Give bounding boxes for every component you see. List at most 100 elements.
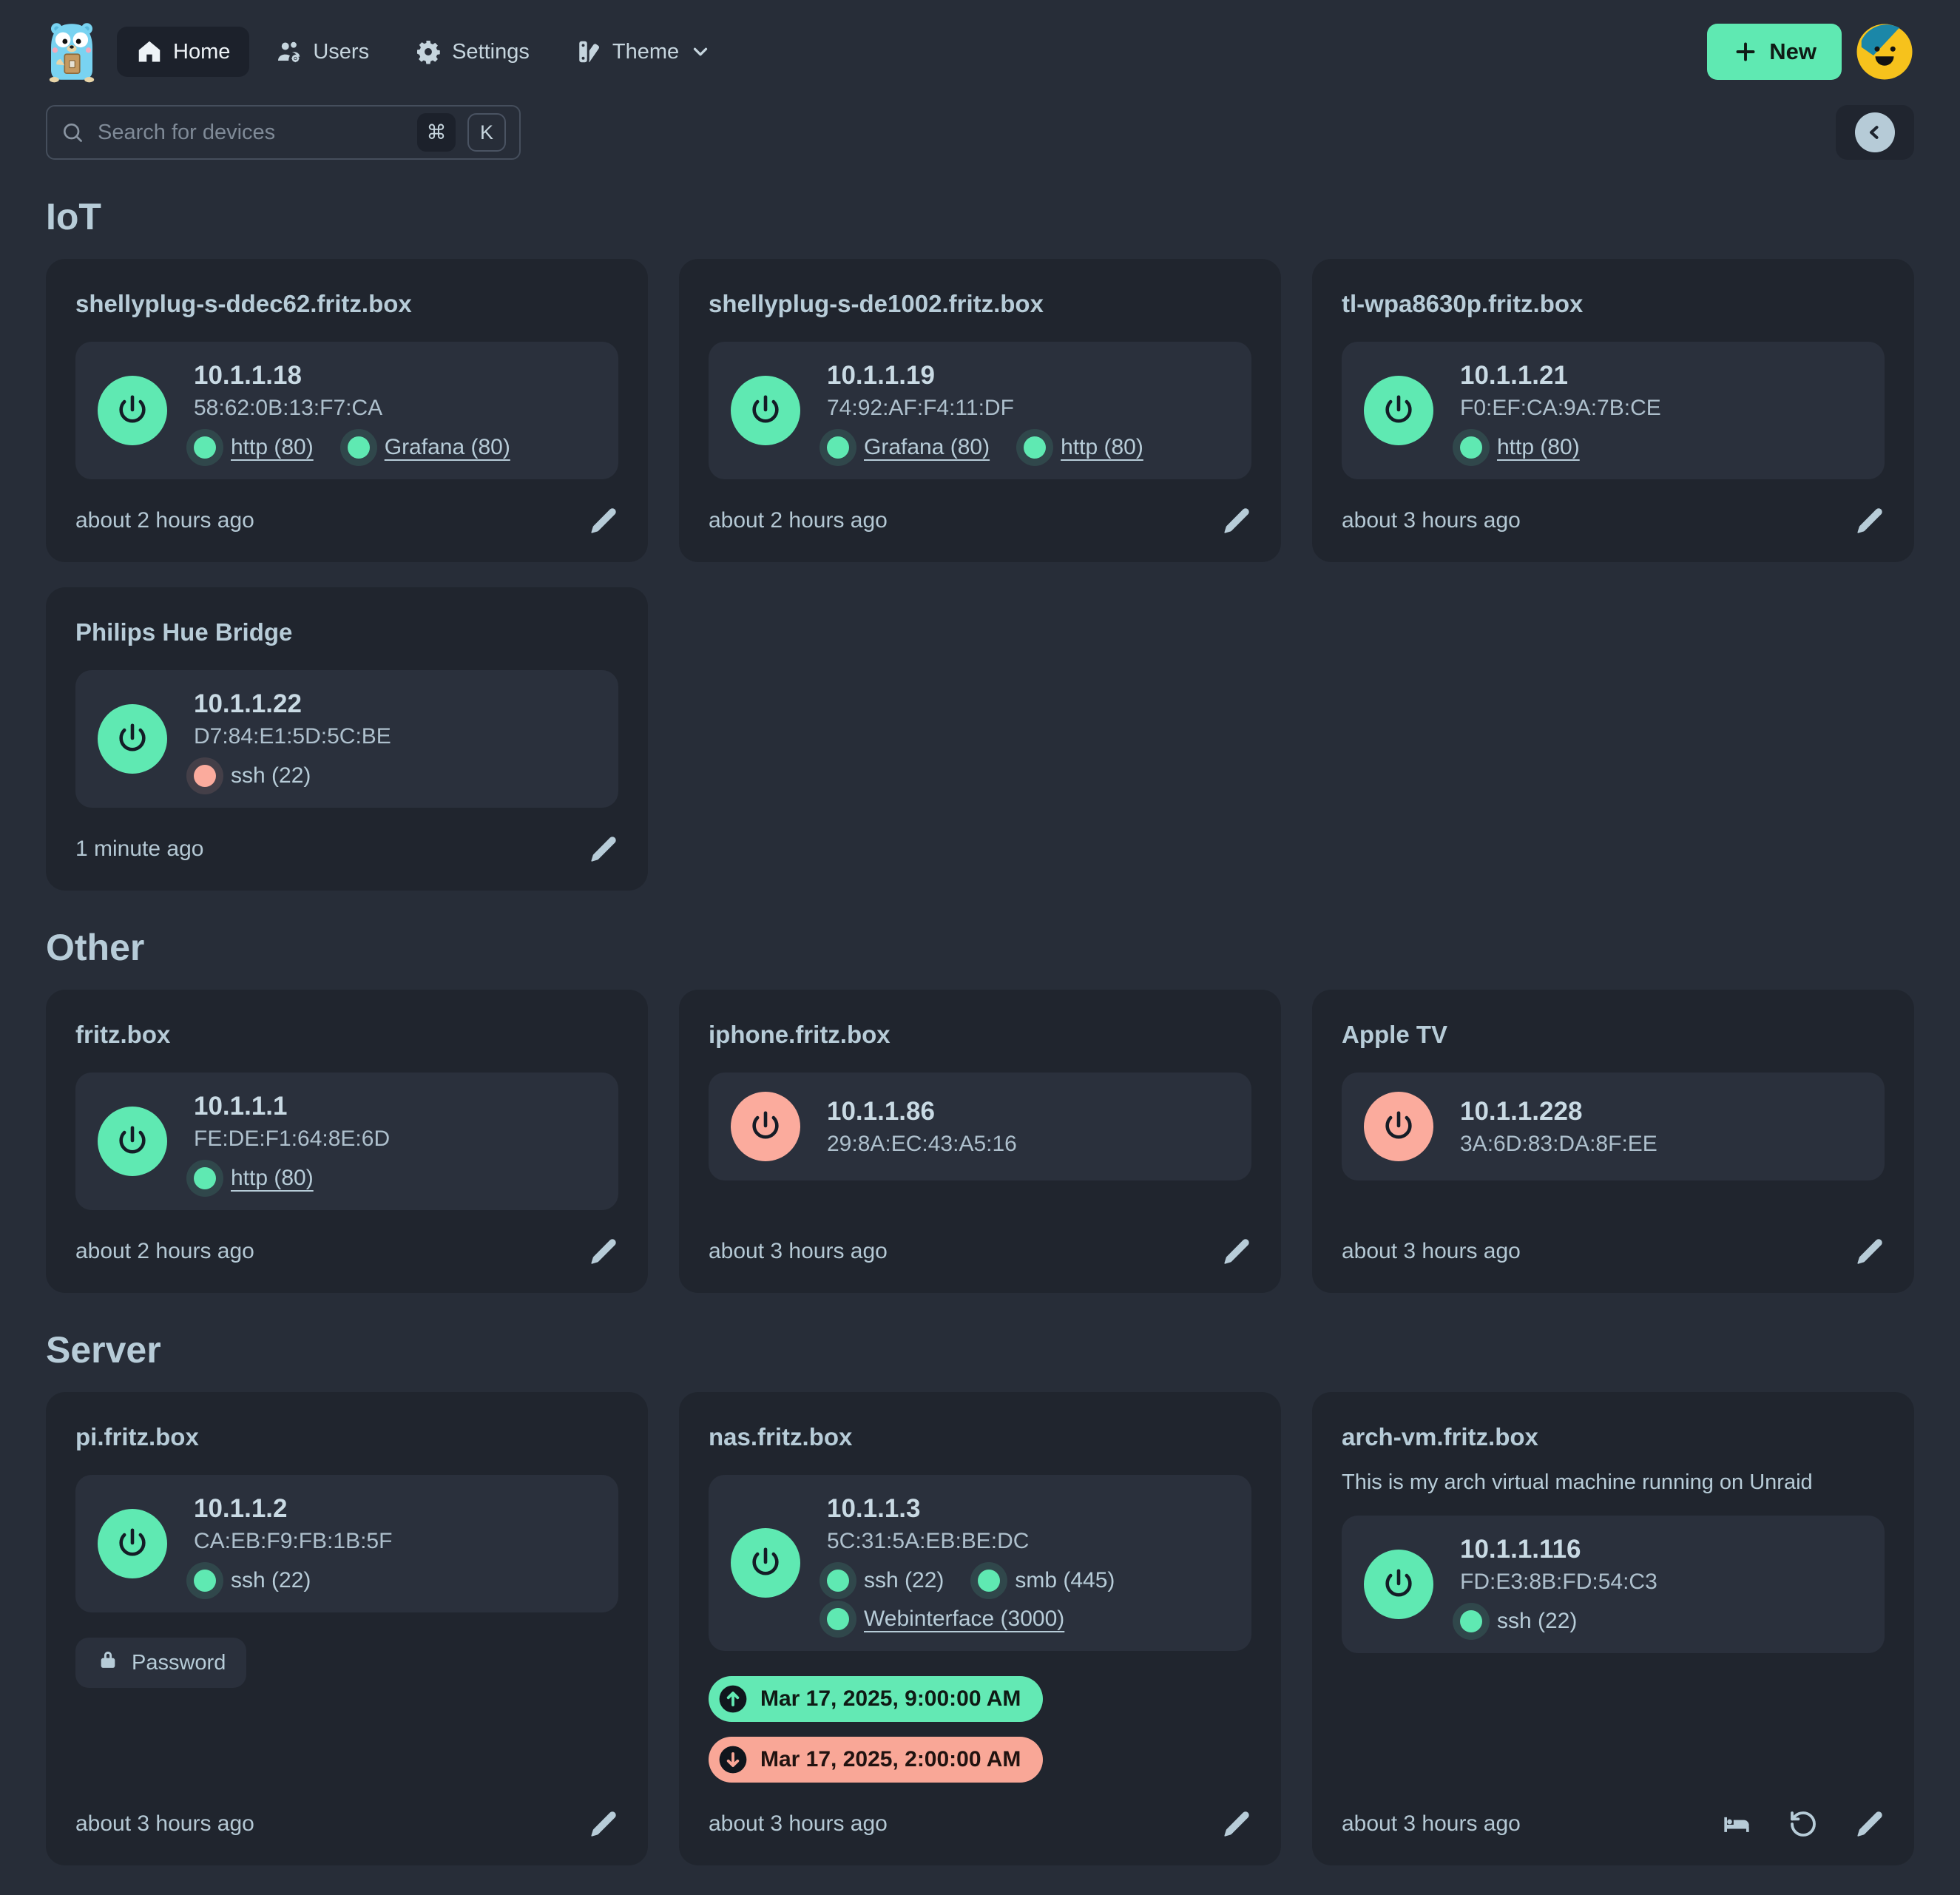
nav-item-settings[interactable]: Settings xyxy=(396,27,549,77)
gopher-logo[interactable] xyxy=(46,21,98,83)
collapse-sidebar-button[interactable] xyxy=(1836,105,1914,160)
search-row: ⌘ K xyxy=(46,105,1914,160)
device-panel: 10.1.1.86 29:8A:EC:43:A5:16 xyxy=(709,1073,1251,1180)
edit-button[interactable] xyxy=(1855,506,1885,536)
schedule-down-badge: Mar 17, 2025, 2:00:00 AM xyxy=(709,1737,1044,1783)
nav-item-home[interactable]: Home xyxy=(117,27,250,77)
device-grid: fritz.box 10.1.1.1 FE:DE:F1:64:8E:6D htt… xyxy=(46,990,1914,1293)
device-info: 10.1.1.2 CA:EB:F9:FB:1B:5F ssh (22) xyxy=(194,1494,392,1593)
device-card: shellyplug-s-ddec62.fritz.box 10.1.1.18 … xyxy=(46,259,648,562)
device-ip: 10.1.1.22 xyxy=(194,689,302,718)
power-button[interactable] xyxy=(1364,376,1433,445)
port-link[interactable]: http (80) xyxy=(194,1166,314,1191)
pencil-icon xyxy=(589,834,618,864)
device-ip: 10.1.1.19 xyxy=(827,361,935,390)
power-button[interactable] xyxy=(731,376,800,445)
last-seen: about 3 hours ago xyxy=(75,1811,254,1836)
device-mac: 74:92:AF:F4:11:DF xyxy=(827,396,1014,420)
device-name: nas.fritz.box xyxy=(709,1423,853,1450)
last-seen: about 3 hours ago xyxy=(709,1239,888,1263)
search-input[interactable] xyxy=(96,119,405,146)
device-info: 10.1.1.116 FD:E3:8B:FD:54:C3 ssh (22) xyxy=(1460,1535,1657,1634)
port-link[interactable]: http (80) xyxy=(194,435,314,460)
device-section: IoT shellyplug-s-ddec62.fritz.box 10.1.1… xyxy=(46,195,1914,891)
edit-button[interactable] xyxy=(1222,1237,1251,1266)
edit-button[interactable] xyxy=(589,834,618,864)
port-status-dot xyxy=(827,1570,849,1592)
port-status-dot xyxy=(194,1167,216,1189)
footer-icons xyxy=(589,1809,618,1839)
device-mac: D7:84:E1:5D:5C:BE xyxy=(194,724,391,749)
main-nav: Home Users Settings Theme xyxy=(117,27,731,77)
device-info: 10.1.1.19 74:92:AF:F4:11:DF Grafana (80)… xyxy=(827,361,1143,460)
power-icon xyxy=(1382,1567,1416,1603)
edit-button[interactable] xyxy=(589,1237,618,1266)
port-list: Grafana (80) http (80) xyxy=(827,435,1143,460)
port-list: http (80) xyxy=(1460,435,1661,460)
power-button[interactable] xyxy=(98,1107,167,1176)
edit-button[interactable] xyxy=(1855,1237,1885,1266)
device-name: fritz.box xyxy=(75,1021,171,1048)
home-icon xyxy=(138,41,160,62)
power-button[interactable] xyxy=(98,1509,167,1578)
edit-button[interactable] xyxy=(1222,1809,1251,1839)
device-ip: 10.1.1.228 xyxy=(1460,1096,1583,1126)
port-status-dot xyxy=(827,1608,849,1630)
device-section: Server pi.fritz.box 10.1.1.2 CA:EB:F9:FB… xyxy=(46,1328,1914,1865)
card-footer: about 3 hours ago xyxy=(1342,1210,1885,1266)
power-icon xyxy=(115,393,149,429)
device-mac: FD:E3:8B:FD:54:C3 xyxy=(1460,1570,1657,1594)
device-ip: 10.1.1.3 xyxy=(827,1494,921,1523)
power-button[interactable] xyxy=(731,1528,800,1598)
device-ip: 10.1.1.2 xyxy=(194,1494,288,1523)
device-info: 10.1.1.1 FE:DE:F1:64:8E:6D http (80) xyxy=(194,1092,390,1191)
power-icon xyxy=(748,1545,783,1581)
power-icon xyxy=(115,1124,149,1160)
port-link[interactable]: Webinterface (3000) xyxy=(827,1607,1064,1632)
device-panel: 10.1.1.21 F0:EF:CA:9A:7B:CE http (80) xyxy=(1342,342,1885,479)
card-footer: about 2 hours ago xyxy=(75,1210,618,1266)
port-status: ssh (22) xyxy=(1460,1609,1577,1634)
device-panel: 10.1.1.2 CA:EB:F9:FB:1B:5F ssh (22) xyxy=(75,1475,618,1612)
power-button[interactable] xyxy=(98,376,167,445)
port-link[interactable]: Grafana (80) xyxy=(827,435,990,460)
restart-button[interactable] xyxy=(1788,1809,1818,1839)
section-title: Server xyxy=(46,1329,161,1371)
device-mac: F0:EF:CA:9A:7B:CE xyxy=(1460,396,1661,420)
device-card: pi.fritz.box 10.1.1.2 CA:EB:F9:FB:1B:5F … xyxy=(46,1392,648,1865)
new-device-button[interactable]: New xyxy=(1707,24,1842,80)
power-button[interactable] xyxy=(1364,1092,1433,1161)
section-title: Other xyxy=(46,927,145,968)
footer-icons xyxy=(589,506,618,536)
pencil-icon xyxy=(1855,1237,1885,1266)
port-link[interactable]: Grafana (80) xyxy=(347,435,510,460)
wake-button[interactable] xyxy=(1722,1809,1751,1839)
edit-button[interactable] xyxy=(1222,506,1251,536)
edit-button[interactable] xyxy=(1855,1809,1885,1839)
user-avatar[interactable] xyxy=(1855,22,1914,81)
card-footer: about 3 hours ago xyxy=(1342,479,1885,536)
port-link[interactable]: http (80) xyxy=(1024,435,1143,460)
port-status-dot xyxy=(347,436,370,459)
device-mac: 58:62:0B:13:F7:CA xyxy=(194,396,383,420)
power-button[interactable] xyxy=(731,1092,800,1161)
device-info: 10.1.1.228 3A:6D:83:DA:8F:EE xyxy=(1460,1097,1657,1157)
port-status-dot xyxy=(194,1570,216,1592)
device-panel: 10.1.1.1 FE:DE:F1:64:8E:6D http (80) xyxy=(75,1073,618,1210)
power-button[interactable] xyxy=(98,704,167,774)
last-seen: about 3 hours ago xyxy=(1342,1239,1521,1263)
section-title: IoT xyxy=(46,196,101,237)
edit-button[interactable] xyxy=(589,1809,618,1839)
edit-button[interactable] xyxy=(589,506,618,536)
device-name: tl-wpa8630p.fritz.box xyxy=(1342,290,1584,317)
nav-item-users[interactable]: Users xyxy=(257,27,388,77)
device-card: tl-wpa8630p.fritz.box 10.1.1.21 F0:EF:CA… xyxy=(1312,259,1914,562)
restart-icon xyxy=(1788,1809,1818,1839)
device-name: iphone.fritz.box xyxy=(709,1021,891,1048)
search-box[interactable]: ⌘ K xyxy=(46,105,521,160)
power-button[interactable] xyxy=(1364,1550,1433,1619)
port-link[interactable]: http (80) xyxy=(1460,435,1580,460)
top-bar: Home Users Settings Theme New xyxy=(46,19,1914,84)
nav-item-theme[interactable]: Theme xyxy=(556,27,731,77)
